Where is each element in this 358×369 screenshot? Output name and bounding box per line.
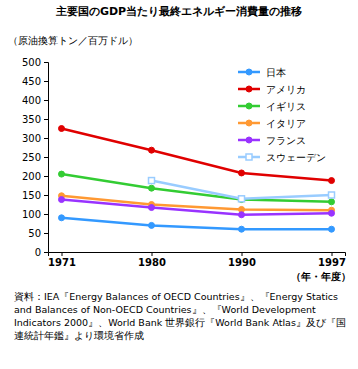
x-tick-label: 1997 bbox=[318, 257, 346, 268]
x-tick: 1971 bbox=[48, 252, 76, 268]
y-tick-label: 250 bbox=[22, 152, 41, 163]
y-tick-mark bbox=[44, 62, 48, 63]
x-tick-label: 1980 bbox=[138, 257, 166, 268]
point bbox=[239, 197, 245, 203]
legend-marker bbox=[246, 86, 252, 92]
point bbox=[239, 170, 245, 176]
y-tick: 300 bbox=[22, 133, 48, 144]
legend-label: アメリカ bbox=[266, 84, 306, 95]
point bbox=[59, 197, 65, 203]
point bbox=[239, 196, 245, 202]
y-tick: 450 bbox=[22, 76, 48, 87]
point bbox=[239, 212, 245, 218]
y-axis: 0 50 100 150 200 250 300 350 400 450 500 bbox=[22, 57, 49, 258]
legend-label: フランス bbox=[266, 135, 306, 146]
y-tick-label: 150 bbox=[22, 190, 41, 201]
x-tick-mark bbox=[152, 252, 153, 256]
x-tick: 1980 bbox=[138, 252, 166, 268]
point bbox=[149, 222, 155, 228]
series-line bbox=[62, 218, 332, 229]
legend-label: イギリス bbox=[266, 101, 306, 112]
series-line bbox=[62, 200, 332, 215]
legend-label: イタリア bbox=[266, 118, 306, 129]
x-axis: 1971 1980 1990 1997 bbox=[48, 252, 346, 268]
y-axis-line bbox=[44, 63, 49, 253]
y-tick-label: 100 bbox=[22, 209, 41, 220]
legend-label: スウェーデン bbox=[266, 152, 326, 163]
x-tick: 1997 bbox=[318, 252, 346, 268]
y-tick-label: 0 bbox=[35, 247, 41, 258]
y-tick-mark bbox=[44, 233, 48, 234]
point bbox=[329, 192, 335, 198]
legend-marker bbox=[246, 69, 252, 75]
legend-marker bbox=[246, 103, 252, 109]
y-tick-label: 300 bbox=[22, 133, 41, 144]
x-tick-label: 1990 bbox=[228, 257, 256, 268]
y-tick: 400 bbox=[22, 95, 48, 106]
series-line bbox=[62, 129, 332, 181]
point bbox=[149, 205, 155, 211]
y-tick-mark bbox=[44, 252, 48, 253]
legend-marker bbox=[246, 137, 252, 143]
point bbox=[329, 226, 335, 232]
point bbox=[149, 147, 155, 153]
legend-marker bbox=[246, 154, 252, 160]
point bbox=[149, 178, 155, 184]
point bbox=[149, 185, 155, 191]
y-tick-label: 450 bbox=[22, 76, 41, 87]
y-tick: 150 bbox=[22, 190, 48, 201]
y-tick-mark bbox=[44, 119, 48, 120]
y-tick-mark bbox=[44, 138, 48, 139]
point bbox=[329, 210, 335, 216]
y-tick-mark bbox=[44, 100, 48, 101]
title: 主要国のGDP当たり最終エネルギー消費量の推移 bbox=[55, 5, 302, 18]
y-tick-mark bbox=[44, 195, 48, 196]
point bbox=[59, 171, 65, 177]
y-tick-label: 200 bbox=[22, 171, 41, 182]
x-tick-mark bbox=[332, 252, 333, 256]
x-tick: 1990 bbox=[228, 252, 256, 268]
y-tick: 250 bbox=[22, 152, 48, 163]
legend: 日本アメリカイギリスイタリアフランススウェーデン bbox=[238, 67, 326, 163]
y-tick: 100 bbox=[22, 209, 48, 220]
y-tick-mark bbox=[44, 81, 48, 82]
y-tick: 500 bbox=[22, 57, 48, 68]
point bbox=[59, 215, 65, 221]
y-tick-mark bbox=[44, 157, 48, 158]
legend-marker bbox=[246, 120, 252, 126]
y-tick: 50 bbox=[28, 228, 48, 239]
y-tick-label: 350 bbox=[22, 114, 41, 125]
point bbox=[329, 199, 335, 205]
y-tick: 350 bbox=[22, 114, 48, 125]
x-axis-title: （年・年度） bbox=[291, 271, 351, 282]
y-tick-label: 500 bbox=[22, 57, 41, 68]
source-note: 資料：IEA『Energy Balances of OECD Countries… bbox=[14, 290, 346, 342]
y-axis-title: （原油換算トン／百万ドル） bbox=[8, 35, 138, 46]
plot-area bbox=[59, 126, 335, 233]
y-tick-mark bbox=[44, 176, 48, 177]
y-tick-label: 400 bbox=[22, 95, 41, 106]
y-tick-label: 50 bbox=[28, 228, 41, 239]
x-tick-mark bbox=[242, 252, 243, 256]
x-tick-label: 1971 bbox=[48, 257, 76, 268]
point bbox=[329, 178, 335, 184]
y-tick: 200 bbox=[22, 171, 48, 182]
series-line bbox=[62, 174, 332, 202]
x-tick-mark bbox=[62, 252, 63, 256]
legend-label: 日本 bbox=[266, 67, 286, 78]
point bbox=[239, 226, 245, 232]
x-axis-line bbox=[49, 253, 346, 257]
point bbox=[59, 126, 65, 132]
y-tick: 0 bbox=[35, 247, 48, 258]
y-tick-mark bbox=[44, 214, 48, 215]
